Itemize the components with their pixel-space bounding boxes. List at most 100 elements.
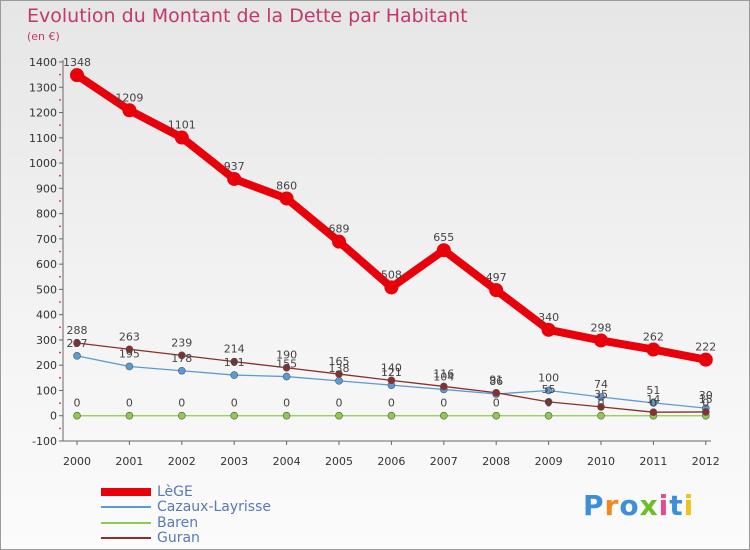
chart-series	[70, 68, 713, 420]
data-label: 178	[171, 352, 192, 365]
x-tick-label: 2011	[639, 455, 667, 468]
data-point	[701, 408, 710, 416]
legend-swatch	[101, 487, 151, 496]
data-label: 222	[695, 341, 716, 354]
legend-label: Guran	[157, 530, 200, 547]
data-label: 0	[650, 397, 657, 410]
y-minor-tick	[59, 149, 61, 152]
y-minor-tick	[59, 225, 61, 228]
legend-item: Guran	[101, 530, 271, 547]
data-point	[597, 393, 605, 401]
data-label: 165	[329, 355, 350, 368]
y-minor-tick	[59, 402, 61, 404]
x-tick-label: 2007	[430, 455, 458, 468]
data-point	[489, 283, 504, 298]
data-label: 0	[178, 397, 185, 410]
data-point	[492, 411, 501, 420]
y-minor-tick	[59, 376, 61, 379]
data-point	[282, 372, 291, 381]
data-label: 340	[538, 311, 559, 324]
data-label: 155	[276, 358, 297, 371]
data-point	[384, 280, 399, 295]
chart-axes: -100010020030040050060070080090010001100…	[29, 56, 720, 468]
y-minor-tick	[59, 99, 61, 101]
data-point	[332, 234, 346, 249]
data-label: 195	[119, 347, 140, 360]
data-label: 74	[594, 378, 608, 391]
data-label: 30	[699, 389, 713, 402]
data-label: 288	[67, 324, 88, 337]
x-tick-label: 2002	[168, 455, 196, 468]
data-point	[335, 411, 343, 420]
data-point	[492, 388, 501, 397]
data-label: 0	[545, 397, 552, 410]
chart-unit-label: (en €)	[27, 30, 60, 43]
data-point	[436, 243, 451, 258]
legend-swatch	[101, 521, 151, 524]
data-label: 15	[699, 393, 713, 406]
data-label: 14	[646, 393, 660, 406]
data-point	[597, 411, 605, 420]
data-point	[544, 411, 553, 420]
data-label: 116	[433, 367, 454, 380]
x-tick-label: 2003	[220, 455, 248, 468]
y-tick-label: 600	[36, 258, 57, 271]
y-tick-label: 0	[50, 410, 57, 423]
y-minor-tick	[59, 73, 61, 76]
y-tick-label: 1100	[29, 132, 57, 145]
data-point	[541, 322, 556, 337]
legend-item: Cazaux-Layrisse	[101, 499, 272, 516]
logo-letter: t	[669, 489, 684, 522]
data-label: 161	[224, 356, 245, 369]
data-point	[387, 376, 396, 385]
data-label: 1101	[168, 119, 196, 132]
y-tick-label: 500	[36, 283, 57, 296]
logo-letter: r	[604, 489, 620, 522]
data-label: 0	[126, 397, 133, 410]
data-label: 86	[489, 375, 503, 388]
y-tick-label: 1200	[29, 107, 57, 120]
y-tick-label: 200	[36, 359, 57, 372]
data-label: 91	[489, 374, 503, 387]
x-tick-label: 2000	[63, 455, 91, 468]
y-tick-label: 1300	[29, 81, 57, 94]
y-tick-label: 700	[36, 233, 57, 246]
data-point	[387, 411, 396, 420]
data-label: 1209	[115, 91, 143, 104]
data-point	[73, 411, 81, 420]
data-label: 190	[276, 349, 297, 362]
data-point	[649, 408, 658, 416]
data-point	[73, 339, 81, 347]
data-point	[439, 382, 448, 391]
legend-label: Cazaux-Layrisse	[157, 499, 272, 516]
data-point	[335, 377, 343, 385]
y-tick-label: 800	[36, 208, 57, 221]
chart-legend: LèGE Cazaux-Layrisse Baren Guran	[101, 484, 271, 546]
x-tick-label: 2006	[377, 455, 405, 468]
data-label: 55	[542, 383, 556, 396]
data-point	[544, 398, 553, 406]
proxiti-logo: Proxiti	[583, 489, 694, 522]
data-point	[70, 68, 84, 83]
data-label: 0	[283, 397, 290, 410]
y-minor-tick	[59, 250, 61, 253]
y-tick-label: 1400	[29, 56, 57, 69]
y-minor-tick	[59, 326, 61, 329]
data-point	[178, 411, 186, 420]
data-point	[282, 363, 291, 372]
data-point	[335, 370, 343, 378]
data-label: 0	[231, 397, 238, 410]
data-point	[594, 333, 608, 348]
data-label: 298	[591, 321, 612, 334]
data-label: 0	[388, 397, 395, 410]
y-minor-tick	[59, 427, 61, 430]
legend-label: LèGE	[157, 483, 193, 500]
x-tick-label: 2005	[325, 455, 353, 468]
data-label: 860	[276, 179, 297, 192]
chart-data-labels: 1348120911019378606895086554973402982622…	[63, 56, 716, 410]
data-label: 937	[224, 160, 245, 173]
data-point	[646, 342, 661, 357]
chart-title: Evolution du Montant de la Dette par Hab…	[27, 5, 468, 27]
x-tick-label: 2008	[482, 455, 510, 468]
